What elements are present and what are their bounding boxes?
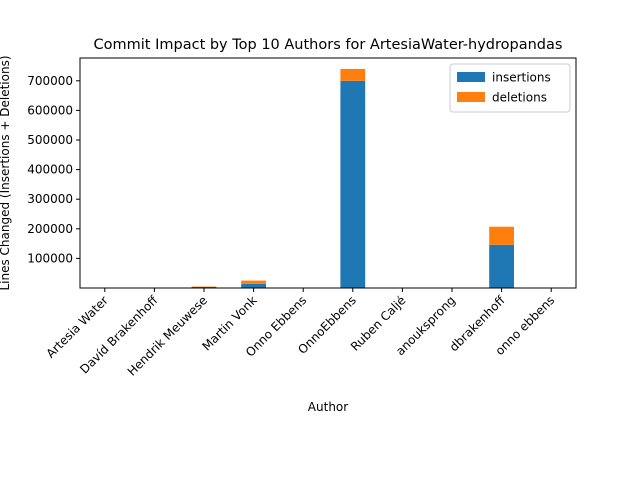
y-axis: 100000 200000 300000 400000 500000 600000 7000… (27, 74, 80, 265)
legend-label-insertions: insertions (492, 71, 551, 85)
x-axis-label: Author (308, 400, 348, 414)
bar-deletions-5 (340, 68, 366, 81)
y-tick-label: 600000 (27, 103, 73, 117)
plot-area-frame (79, 57, 577, 289)
bar-insertions-8 (489, 244, 514, 288)
bar-deletions-3 (241, 280, 266, 284)
chart-title: Commit Impact by Top 10 Authors for Arte… (94, 37, 563, 53)
legend-swatch-deletions (457, 92, 485, 102)
y-tick-label: 400000 (27, 163, 73, 177)
bar-deletions-8 (489, 226, 514, 245)
bar-insertions-5 (340, 80, 366, 288)
legend-label-deletions: deletions (492, 91, 547, 105)
y-tick-label: 200000 (27, 222, 73, 236)
bar-insertions-3 (241, 283, 266, 288)
y-tick-label: 700000 (27, 74, 73, 88)
y-tick-label: 100000 (27, 251, 73, 265)
legend-swatch-insertions (457, 72, 485, 82)
y-tick-label: 300000 (27, 192, 73, 206)
y-tick-label: 500000 (27, 133, 73, 147)
bar-insertions-2 (191, 286, 217, 288)
y-axis-label: Lines Changed (Insertions + Deletions) (0, 55, 12, 290)
bars-group (92, 68, 564, 288)
legend: insertions deletions (449, 63, 571, 113)
